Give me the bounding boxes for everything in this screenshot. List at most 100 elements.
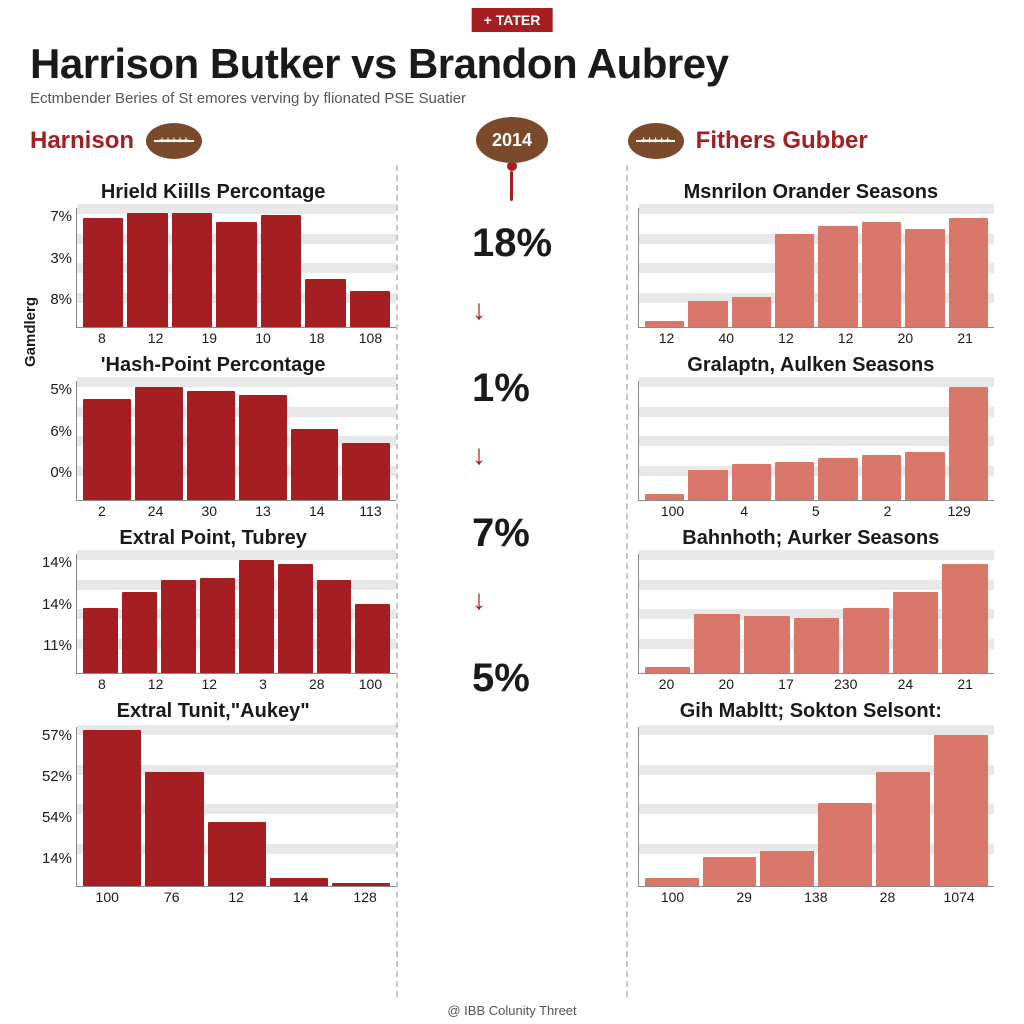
x-tick-label: 12 xyxy=(638,330,696,346)
divider-left xyxy=(396,165,398,997)
x-tick-label: 14 xyxy=(291,503,343,519)
bar xyxy=(843,608,889,673)
y-axis xyxy=(628,727,638,887)
bar xyxy=(949,218,988,327)
bar xyxy=(818,803,872,886)
x-axis: 100761214128 xyxy=(30,889,396,905)
bar xyxy=(208,822,266,886)
x-tick-label: 2 xyxy=(853,503,923,519)
bar xyxy=(145,772,203,886)
x-tick-label: 19 xyxy=(183,330,235,346)
bar xyxy=(862,222,901,327)
bar xyxy=(172,213,212,327)
bar xyxy=(161,580,196,673)
bars-container xyxy=(639,554,994,673)
bar xyxy=(744,616,790,673)
chart-title: 'Hash-Point Percontage xyxy=(30,354,396,377)
chart-area: 14%14%11% xyxy=(30,554,396,674)
bars-container xyxy=(639,727,994,886)
left-player-name: Harnison xyxy=(30,127,134,155)
bar xyxy=(876,772,930,886)
chart-title: Gralaptn, Aulken Seasons xyxy=(628,354,994,377)
x-tick-label: 29 xyxy=(709,889,779,905)
right-header: Fithers Gubber +++++ xyxy=(628,117,994,165)
bar xyxy=(200,578,235,673)
bar xyxy=(862,455,901,500)
bar xyxy=(818,226,857,327)
y-tick-label: 54% xyxy=(42,809,72,826)
y-tick-label: 3% xyxy=(50,250,72,267)
right-chart-block: Bahnhoth; Aurker Seasons2020172302421 xyxy=(628,527,994,692)
y-axis xyxy=(628,554,638,674)
x-tick-label: 28 xyxy=(853,889,923,905)
x-tick-label: 1074 xyxy=(924,889,994,905)
left-chart-block: 'Hash-Point Percontage5%6%0%224301314113 xyxy=(30,354,396,519)
x-tick-label: 8 xyxy=(76,676,128,692)
x-tick-label: 14 xyxy=(269,889,331,905)
x-tick-label: 17 xyxy=(757,676,815,692)
y-tick-label: 14% xyxy=(42,850,72,867)
bar xyxy=(261,215,301,327)
x-tick-label: 100 xyxy=(638,503,708,519)
plot-area xyxy=(76,208,396,328)
bar xyxy=(332,883,390,886)
x-tick-label: 12 xyxy=(130,330,182,346)
bar xyxy=(270,878,328,886)
chart-title: Hrield Kiills Percontage xyxy=(30,181,396,204)
right-chart-block: Msnrilon Orander Seasons124012122021 xyxy=(628,181,994,346)
x-tick-label: 8 xyxy=(76,330,128,346)
chart-title: Bahnhoth; Aurker Seasons xyxy=(628,527,994,550)
x-tick-label: 12 xyxy=(757,330,815,346)
bar xyxy=(135,387,183,500)
chart-area: 57%52%54%14% xyxy=(30,727,396,887)
x-tick-label: 12 xyxy=(817,330,875,346)
x-axis: 2020172302421 xyxy=(628,676,994,692)
bar xyxy=(775,462,814,500)
bars-container xyxy=(639,208,994,327)
bar xyxy=(645,321,684,327)
x-tick-label: 113 xyxy=(345,503,397,519)
bar xyxy=(83,399,131,500)
bar xyxy=(83,730,141,886)
y-tick-label: 7% xyxy=(50,208,72,225)
x-tick-label: 40 xyxy=(697,330,755,346)
plot-area xyxy=(638,381,994,501)
x-tick-label: 100 xyxy=(638,889,708,905)
bars-container xyxy=(639,381,994,500)
right-chart-block: Gralaptn, Aulken Seasons100452129 xyxy=(628,354,994,519)
y-tick-label: 8% xyxy=(50,291,72,308)
bar xyxy=(83,608,118,673)
y-tick-label: 57% xyxy=(42,727,72,744)
bar xyxy=(317,580,352,673)
x-tick-label: 20 xyxy=(638,676,696,692)
x-tick-label: 108 xyxy=(345,330,397,346)
plot-area xyxy=(638,208,994,328)
left-header: Harnison +++++ xyxy=(30,117,396,165)
bar xyxy=(688,470,727,500)
x-tick-label: 129 xyxy=(924,503,994,519)
bar xyxy=(645,667,691,673)
x-tick-label: 28 xyxy=(291,676,343,692)
bar xyxy=(688,301,727,327)
x-tick-label: 3 xyxy=(237,676,289,692)
center-stat: 7% xyxy=(472,511,552,556)
bar xyxy=(216,222,256,327)
arrow-down-icon: ↓ xyxy=(472,584,552,616)
x-tick-label: 21 xyxy=(936,330,994,346)
plot-area xyxy=(76,381,396,501)
bar xyxy=(694,614,740,674)
x-tick-label: 128 xyxy=(334,889,396,905)
y-axis: 14%14%11% xyxy=(30,554,76,674)
right-player-name: Fithers Gubber xyxy=(696,127,868,155)
bar xyxy=(775,234,814,327)
bar xyxy=(818,458,857,500)
bar xyxy=(291,429,339,500)
bar xyxy=(350,291,390,327)
y-tick-label: 0% xyxy=(50,464,72,481)
bar xyxy=(905,229,944,327)
chart-title: Extral Point, Tubrey xyxy=(30,527,396,550)
bar xyxy=(127,213,167,327)
y-axis: 5%6%0% xyxy=(30,381,76,501)
football-icon: +++++ xyxy=(628,123,684,159)
center-column: 2014 18%↓1%↓7%↓5% xyxy=(396,117,627,997)
